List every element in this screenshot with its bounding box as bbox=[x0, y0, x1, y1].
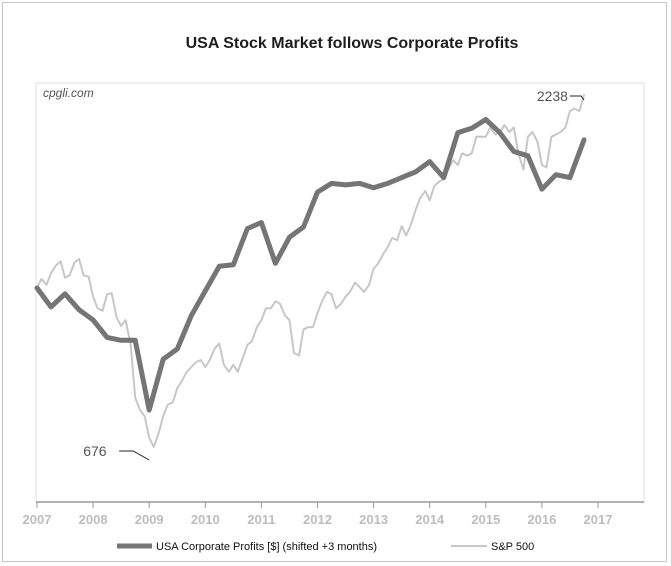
legend: USA Corporate Profits [$] (shifted +3 mo… bbox=[117, 541, 534, 553]
x-tick-label: 2008 bbox=[79, 512, 108, 527]
legend-label-corporate-profits: USA Corporate Profits [$] (shifted +3 mo… bbox=[156, 541, 377, 553]
watermark: cpgli.com bbox=[43, 86, 94, 100]
x-tick-label: 2013 bbox=[359, 512, 388, 527]
x-tick-label: 2010 bbox=[191, 512, 220, 527]
series-sp500-line bbox=[36, 94, 585, 448]
annotation-low-label: 676 bbox=[83, 443, 107, 459]
x-tick-label: 2012 bbox=[303, 512, 332, 527]
annotation-leader-high bbox=[569, 95, 585, 101]
x-tick-label: 2009 bbox=[135, 512, 164, 527]
plot-area bbox=[35, 82, 645, 503]
annotation-high-label: 2238 bbox=[537, 88, 568, 104]
series-layer bbox=[34, 94, 587, 448]
x-axis: 2007 2008 2009 2010 2011 2012 2013 2014 2015 2016… bbox=[23, 501, 644, 527]
x-tick-label: 2017 bbox=[584, 512, 613, 527]
annotations: 676 2238 bbox=[83, 88, 585, 461]
x-tick-label: 2014 bbox=[415, 512, 445, 527]
legend-label-sp500: S&P 500 bbox=[491, 541, 534, 553]
x-tick-label: 2016 bbox=[527, 512, 556, 527]
series-corporate-profits-line bbox=[34, 117, 587, 413]
chart-title: USA Stock Market follows Corporate Profi… bbox=[186, 35, 519, 52]
x-tick-label: 2011 bbox=[247, 512, 275, 527]
x-tick-label: 2015 bbox=[471, 512, 500, 527]
x-tick-label: 2007 bbox=[23, 512, 52, 527]
annotation-leader-low bbox=[119, 450, 150, 461]
